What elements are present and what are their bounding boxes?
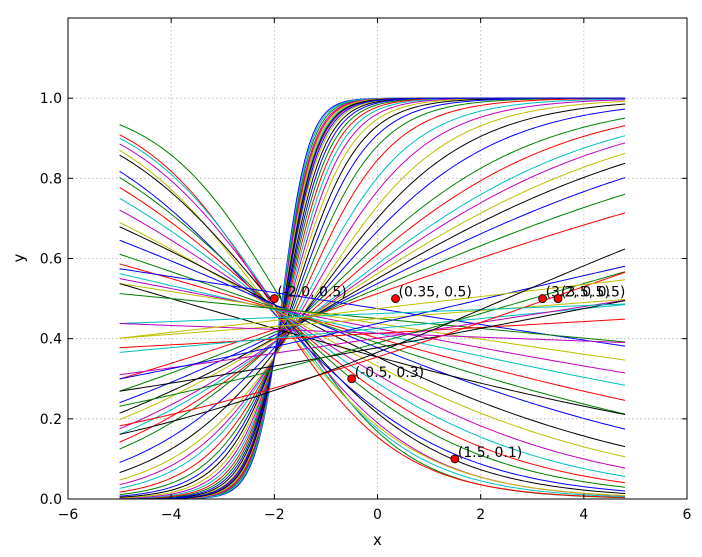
series-line [119, 273, 626, 386]
series-line [119, 108, 626, 463]
series-line [119, 97, 626, 500]
series-line [119, 323, 626, 344]
series-line [119, 97, 626, 496]
annotation-label: (-2.0, 0.5) [277, 285, 346, 301]
series-line [119, 134, 626, 498]
series-line [119, 154, 626, 495]
annotation-point [391, 294, 400, 303]
annotation-label: (-0.5, 0.3) [355, 365, 424, 381]
series-line [119, 212, 626, 380]
annotation-label: (3.5, 0.5) [561, 285, 625, 301]
y-tick-label: 0.6 [40, 252, 62, 268]
series-line [119, 299, 626, 376]
x-tick-label: 4 [579, 507, 588, 523]
series-line [119, 239, 626, 430]
annotation-point [553, 294, 563, 303]
series-line [119, 117, 626, 450]
x-tick-label: −4 [161, 507, 182, 523]
annotation-point [347, 374, 357, 384]
series-line [119, 162, 626, 414]
series-line [119, 293, 626, 343]
y-tick-label: 1.0 [40, 91, 62, 107]
series-line [119, 193, 626, 392]
series-line [119, 248, 626, 435]
curves [119, 97, 626, 500]
series-line [119, 100, 626, 481]
x-axis-label: x [373, 531, 382, 549]
series-line [119, 177, 626, 488]
series-line [119, 265, 626, 380]
y-axis-label: y [10, 253, 28, 262]
series-line [119, 300, 626, 392]
x-tick-label: 0 [373, 507, 382, 523]
series-line [119, 209, 626, 469]
series-line [119, 152, 626, 421]
annotation-label: (0.35, 0.5) [399, 285, 472, 301]
x-tick-label: 2 [476, 507, 485, 523]
series-line [119, 103, 626, 474]
series-line [119, 253, 626, 415]
series-line [119, 98, 626, 489]
annotation-point [538, 294, 547, 303]
ticks: −6 −4 −2 0 2 4 6 0.0 0.2 0.4 0.6 0.8 1.0 [40, 18, 692, 523]
series-line [119, 97, 626, 493]
annotation-point [450, 454, 460, 464]
series-line [119, 177, 626, 404]
series-line [119, 283, 626, 361]
series-line [119, 263, 626, 401]
annotation-label: (1.5, 0.1) [458, 445, 522, 461]
series-line [119, 298, 626, 339]
x-tick-label: −2 [264, 507, 285, 523]
series-line [119, 137, 626, 498]
series-line [119, 125, 626, 443]
y-tick-label: 0.4 [40, 332, 62, 348]
annotation-point [269, 294, 279, 303]
series-line [119, 279, 626, 339]
series-line [119, 187, 626, 484]
series-line [119, 142, 626, 430]
series-line [119, 99, 626, 486]
series-line [119, 278, 626, 374]
series-line [119, 197, 626, 477]
series-line [119, 283, 626, 415]
x-tick-label: −6 [58, 507, 79, 523]
y-tick-label: 0.0 [40, 492, 62, 508]
annotation-markers: (-2.0, 0.5) (0.35, 0.5) (3.2, 0.5)(3.5, 0.… [269, 285, 625, 464]
series-line [119, 170, 626, 492]
y-tick-label: 0.8 [40, 171, 62, 187]
x-tick-label: 6 [683, 507, 692, 523]
series-line [119, 135, 626, 435]
y-tick-label: 0.2 [40, 412, 62, 428]
series-line [119, 303, 626, 325]
